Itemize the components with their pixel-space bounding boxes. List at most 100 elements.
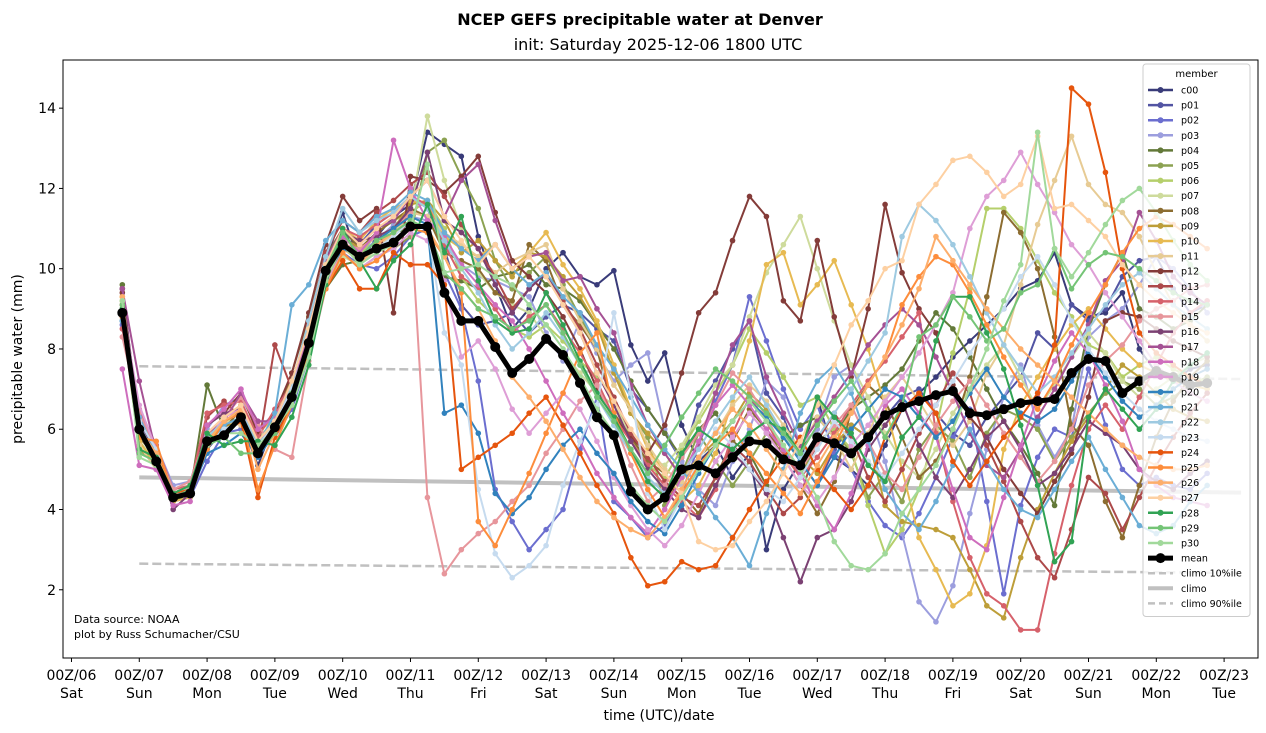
legend-label: p15 bbox=[1181, 312, 1199, 323]
data-point-p27 bbox=[1051, 205, 1058, 212]
legend-label: climo bbox=[1181, 584, 1207, 595]
data-point-p16 bbox=[967, 466, 973, 473]
data-point-mean bbox=[829, 438, 840, 449]
data-point-p07 bbox=[678, 442, 685, 449]
data-point-p05 bbox=[729, 482, 736, 489]
data-point-mean bbox=[846, 448, 857, 459]
data-point-p29 bbox=[1068, 285, 1075, 292]
data-point-c00 bbox=[967, 338, 973, 344]
data-point-p17 bbox=[763, 374, 770, 380]
data-point-p21 bbox=[882, 486, 888, 493]
data-point-p19 bbox=[882, 398, 888, 404]
data-point-p08 bbox=[492, 289, 499, 296]
data-point-p06 bbox=[763, 350, 770, 356]
data-point-p15 bbox=[441, 570, 448, 577]
legend-item-p03: p03 bbox=[1148, 131, 1199, 142]
data-point-p30 bbox=[543, 322, 549, 328]
legend-marker bbox=[1157, 132, 1164, 139]
data-point-p21 bbox=[424, 197, 431, 204]
data-point-p28 bbox=[678, 450, 685, 457]
data-point-p11 bbox=[1034, 221, 1041, 228]
data-point-p05 bbox=[1136, 386, 1143, 392]
data-point-mean bbox=[252, 448, 263, 459]
data-point-p28 bbox=[933, 338, 939, 344]
data-point-p05 bbox=[441, 137, 448, 144]
data-point-p29 bbox=[780, 430, 787, 437]
data-point-p22 bbox=[441, 237, 448, 244]
data-point-p17 bbox=[933, 354, 939, 360]
x-tick-label: 00Z/17 bbox=[792, 668, 842, 684]
data-point-p25 bbox=[1102, 281, 1109, 288]
data-point-p20 bbox=[1000, 394, 1007, 400]
data-point-p24 bbox=[594, 482, 600, 489]
legend-item-p20: p20 bbox=[1148, 388, 1199, 399]
data-point-p28 bbox=[865, 462, 871, 469]
data-point-p27 bbox=[712, 546, 719, 553]
data-point-p19 bbox=[712, 458, 719, 465]
data-point-p24 bbox=[1000, 434, 1007, 441]
data-point-p23 bbox=[661, 526, 668, 533]
data-point-p19 bbox=[644, 526, 651, 533]
data-point-p10 bbox=[560, 261, 566, 268]
legend-label: p10 bbox=[1181, 237, 1199, 248]
data-point-mean bbox=[422, 221, 433, 232]
legend-marker bbox=[1157, 524, 1164, 531]
data-point-p02 bbox=[526, 546, 532, 553]
data-point-p26 bbox=[611, 514, 617, 521]
data-point-p08 bbox=[509, 298, 515, 304]
data-point-p21 bbox=[933, 498, 939, 505]
data-point-mean bbox=[727, 452, 738, 463]
legend-marker bbox=[1157, 419, 1164, 426]
data-point-mean bbox=[354, 251, 365, 262]
data-point-p24 bbox=[831, 486, 838, 493]
legend-marker bbox=[1157, 328, 1164, 335]
data-point-p18 bbox=[119, 366, 126, 372]
data-point-p01 bbox=[1068, 302, 1075, 308]
data-point-p24 bbox=[492, 442, 499, 449]
data-point-p25 bbox=[356, 265, 363, 272]
x-tick-day-label: Wed bbox=[802, 686, 833, 702]
data-point-p25 bbox=[1136, 225, 1143, 232]
data-point-p17 bbox=[560, 277, 566, 284]
series-line-p12 bbox=[121, 155, 1208, 515]
data-point-p21 bbox=[644, 422, 651, 429]
data-point-p28 bbox=[695, 426, 702, 433]
data-point-p19 bbox=[983, 193, 990, 200]
data-point-p29 bbox=[611, 418, 617, 425]
data-point-p25 bbox=[933, 253, 939, 260]
x-tick-label: 00Z/19 bbox=[928, 668, 978, 684]
x-tick-day-label: Sat bbox=[535, 686, 558, 702]
data-point-p12 bbox=[882, 201, 888, 208]
data-point-p22 bbox=[1102, 302, 1109, 308]
data-point-p04 bbox=[1068, 406, 1075, 412]
data-point-p21 bbox=[373, 213, 380, 220]
data-point-p29 bbox=[746, 394, 753, 400]
legend-item-p25: p25 bbox=[1148, 463, 1199, 474]
x-tick-label: 00Z/20 bbox=[996, 668, 1046, 684]
legend-item-c00: c00 bbox=[1148, 86, 1198, 97]
data-point-mean bbox=[134, 424, 145, 435]
data-point-p24 bbox=[1085, 101, 1092, 107]
data-point-p11 bbox=[1119, 209, 1126, 216]
data-point-p15 bbox=[628, 462, 634, 469]
data-point-p04 bbox=[644, 406, 651, 412]
data-point-p28 bbox=[831, 414, 838, 420]
data-point-p25 bbox=[983, 322, 990, 328]
legend-label: p29 bbox=[1181, 523, 1199, 534]
data-point-p20 bbox=[543, 466, 549, 473]
data-point-p24 bbox=[509, 430, 515, 437]
data-point-p28 bbox=[729, 446, 736, 453]
data-point-p16 bbox=[933, 474, 939, 481]
data-point-p18 bbox=[221, 406, 227, 412]
data-point-p04 bbox=[882, 382, 888, 388]
data-point-p28 bbox=[390, 257, 397, 264]
data-point-p23 bbox=[933, 402, 939, 408]
data-point-c00 bbox=[560, 249, 566, 256]
data-point-p27 bbox=[780, 470, 787, 477]
data-point-p26 bbox=[1034, 362, 1041, 368]
data-point-p17 bbox=[458, 177, 465, 184]
legend-item-p21: p21 bbox=[1148, 403, 1199, 414]
data-point-p28 bbox=[1034, 482, 1041, 489]
data-point-p30 bbox=[475, 261, 482, 268]
legend-marker bbox=[1157, 268, 1164, 275]
